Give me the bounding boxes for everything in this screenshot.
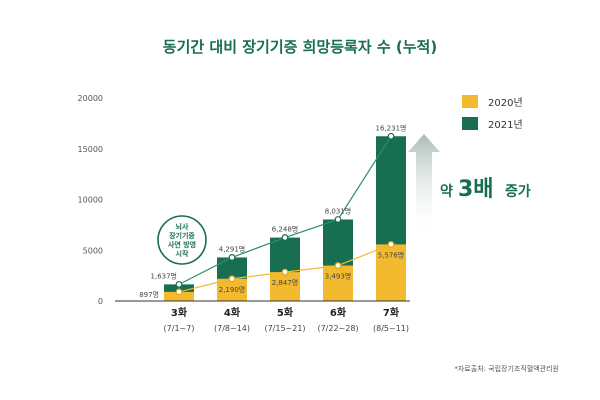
chart-title: 동기간 대비 장기기증 희망등록자 수 (누적) <box>163 38 437 56</box>
data-label-2020: 5,576명 <box>378 250 404 259</box>
data-label-2021: 16,231명 <box>376 123 407 132</box>
data-label-2020: 2,190명 <box>219 285 245 294</box>
x-tick-date-label: (7/8~14) <box>214 324 250 333</box>
bar-2020 <box>323 265 353 301</box>
data-label-2021: 8,031명 <box>325 206 351 215</box>
callout-line-1: 뇌사 <box>176 222 189 231</box>
increase-suffix: 증가 <box>505 184 531 200</box>
marker-2021 <box>387 132 395 140</box>
trend-lines: 1,637명 4,291명 6,248명 8,031명 16,231명 897명 2,190… <box>139 123 406 299</box>
legend-swatch-2021 <box>462 117 478 130</box>
y-tick-label: 0 <box>98 297 103 306</box>
increase-arrow <box>408 134 440 238</box>
marker-2020 <box>334 262 342 269</box>
annotation-callout: 뇌사 장기기증 사연 방영 시작 <box>157 215 207 265</box>
callout-line-3: 사연 방영 <box>168 240 196 249</box>
x-tick-date-label: (7/1~7) <box>164 324 195 333</box>
legend: 2020년 2021년 <box>462 95 523 131</box>
marker-2021 <box>334 216 342 223</box>
marker-2021 <box>228 254 236 261</box>
callout-circle <box>157 215 207 265</box>
y-axis: 0 5000 10000 15000 20000 <box>78 94 103 306</box>
bar-2020 <box>217 278 247 301</box>
callout-line-2: 장기기증 <box>169 231 195 240</box>
x-tick-date-label: (8/5~11) <box>373 324 409 333</box>
x-tick-label: 4화 <box>224 307 241 319</box>
legend-label-2020: 2020년 <box>488 97 523 109</box>
increase-text: 약 3배 증가 <box>440 177 531 202</box>
x-axis: 3화 (7/1~7) 4화 (7/8~14) 5화 (7/15~21) 6화 (7/22~28… <box>164 307 409 333</box>
bar-2020 <box>270 272 300 301</box>
y-tick-label: 15000 <box>78 145 103 154</box>
data-label-2020: 3,493명 <box>325 272 351 281</box>
marker-2020 <box>387 241 395 248</box>
x-tick-label: 3화 <box>171 307 188 319</box>
y-tick-label: 5000 <box>83 246 103 255</box>
source-note: *자료출처: 국립장기조직혈액관리원 <box>454 364 559 373</box>
marker-2021 <box>281 234 289 241</box>
data-label-2021: 6,248명 <box>272 225 298 234</box>
x-tick-date-label: (7/22~28) <box>317 324 358 333</box>
legend-swatch-2020 <box>462 95 478 108</box>
marker-2021 <box>175 280 183 288</box>
x-tick-label: 6화 <box>330 307 347 319</box>
increase-prefix: 약 <box>440 183 453 200</box>
data-label-2020: 2,847명 <box>272 278 298 287</box>
callout-line-4: 시작 <box>176 249 189 258</box>
x-tick-label: 7화 <box>383 307 400 319</box>
marker-2020 <box>281 268 289 276</box>
bar-2020 <box>376 244 406 301</box>
increase-value: 3배 <box>458 177 494 202</box>
y-tick-label: 10000 <box>78 196 103 205</box>
data-label-2020: 897명 <box>139 290 159 299</box>
data-label-2021: 4,291명 <box>219 244 245 253</box>
data-label-2021: 1,637명 <box>151 271 177 280</box>
x-tick-label: 5화 <box>277 307 294 319</box>
legend-label-2021: 2021년 <box>488 119 523 131</box>
y-tick-label: 20000 <box>78 94 103 103</box>
bar-2020 <box>164 291 194 301</box>
marker-2020 <box>175 288 183 296</box>
x-tick-date-label: (7/15~21) <box>264 324 305 333</box>
marker-2020 <box>228 275 236 283</box>
bars <box>115 136 410 302</box>
